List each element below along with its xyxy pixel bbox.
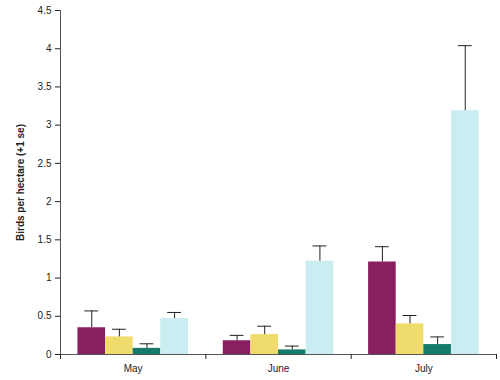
svg-text:4: 4	[46, 43, 52, 54]
svg-text:0: 0	[46, 349, 52, 360]
svg-text:3.5: 3.5	[38, 81, 52, 92]
svg-text:1: 1	[46, 272, 52, 283]
svg-text:June: June	[268, 363, 290, 374]
svg-text:0.5: 0.5	[38, 310, 52, 321]
svg-text:3: 3	[46, 119, 52, 130]
svg-text:July: July	[415, 363, 433, 374]
svg-text:1.5: 1.5	[38, 234, 52, 245]
svg-text:4.5: 4.5	[38, 5, 52, 16]
svg-text:Birds per hectare (+1 se): Birds per hectare (+1 se)	[15, 124, 26, 241]
svg-text:May: May	[124, 363, 143, 374]
svg-text:2: 2	[46, 196, 52, 207]
svg-text:2.5: 2.5	[38, 158, 52, 169]
